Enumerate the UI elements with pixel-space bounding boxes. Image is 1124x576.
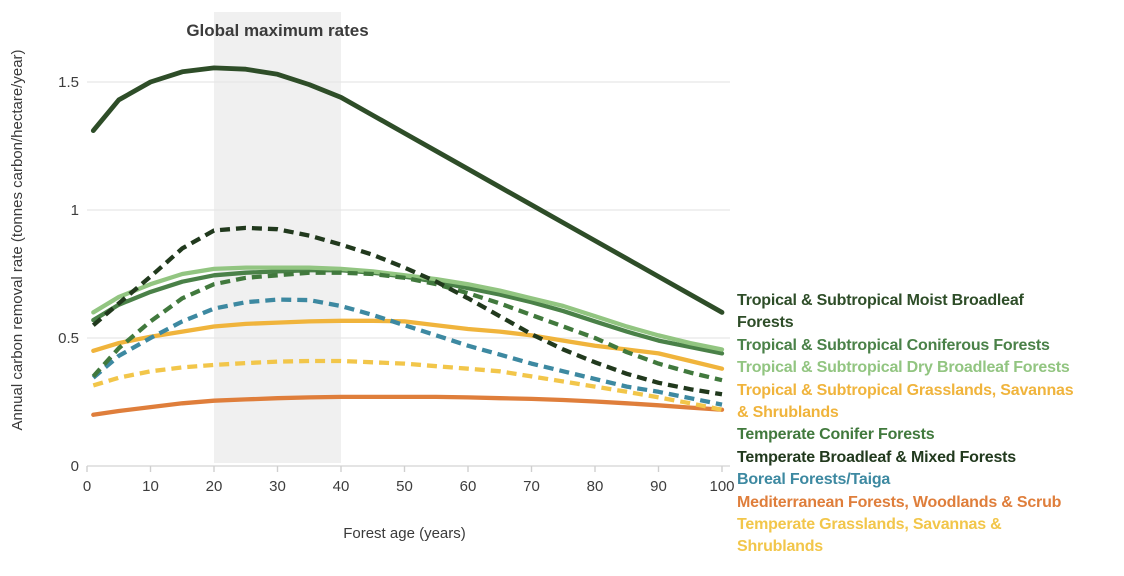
x-tick-label-60: 60 bbox=[460, 478, 477, 495]
x-tick-label-10: 10 bbox=[142, 478, 159, 495]
legend: Tropical & Subtropical Moist Broadleaf F… bbox=[737, 290, 1123, 559]
series-line-temperate-broadleaf-mixed bbox=[91, 225, 723, 397]
legend-item-temperate-broadleaf-mixed: Temperate Broadleaf & Mixed Forests bbox=[737, 448, 1017, 466]
x-tick-label-100: 100 bbox=[709, 478, 734, 495]
y-tick-label-0.5: 0.5 bbox=[58, 330, 79, 347]
legend-item-temperate-grasslands-savannas-shrublands: Temperate Grasslands, Savannas & Shrubla… bbox=[737, 516, 1002, 556]
legend-item-boreal-taiga: Boreal Forests/Taiga bbox=[737, 471, 891, 489]
legend-item-tropical-moist-broadleaf: Tropical & Subtropical Moist Broadleaf F… bbox=[737, 292, 1024, 332]
legend-item-tropical-dry-broadleaf: Tropical & Subtropical Dry Broadleaf For… bbox=[737, 359, 1070, 377]
series-line-boreal-taiga bbox=[91, 297, 723, 407]
x-tick-label-40: 40 bbox=[333, 478, 350, 495]
series-line-mediterranean-woodlands-scrub bbox=[91, 394, 725, 417]
legend-item-tropical-grasslands-savannas-shrublands: Tropical & Subtropical Grasslands, Savan… bbox=[737, 381, 1074, 422]
x-tick-label-20: 20 bbox=[206, 478, 223, 495]
y-tick-label-1.5: 1.5 bbox=[58, 74, 79, 91]
x-axis-title: Forest age (years) bbox=[343, 525, 466, 542]
y-tick-label-1: 1 bbox=[71, 202, 79, 219]
series-line-temperate-grasslands-savannas-shrublands bbox=[92, 358, 723, 412]
legend-item-tropical-coniferous: Tropical & Subtropical Coniferous Forest… bbox=[737, 336, 1050, 354]
series-line-temperate-conifer bbox=[91, 270, 723, 383]
x-tick-label-30: 30 bbox=[269, 478, 286, 495]
x-tick-label-70: 70 bbox=[523, 478, 540, 495]
y-tick-label-0: 0 bbox=[71, 458, 79, 475]
series-line-tropical-moist-broadleaf bbox=[90, 65, 725, 315]
series-line-tropical-coniferous bbox=[91, 268, 725, 356]
annotation-label: Global maximum rates bbox=[186, 21, 368, 40]
legend-item-temperate-conifer: Temperate Conifer Forests bbox=[737, 426, 935, 444]
y-axis-title: Annual carbon removal rate (tonnes carbo… bbox=[9, 49, 26, 430]
x-tick-label-50: 50 bbox=[396, 478, 413, 495]
series-line-tropical-dry-broadleaf bbox=[91, 265, 725, 352]
x-tick-label-90: 90 bbox=[650, 478, 667, 495]
x-tick-label-0: 0 bbox=[83, 478, 91, 495]
x-tick-label-80: 80 bbox=[587, 478, 604, 495]
legend-item-mediterranean-woodlands-scrub: Mediterranean Forests, Woodlands & Scrub bbox=[737, 493, 1062, 511]
